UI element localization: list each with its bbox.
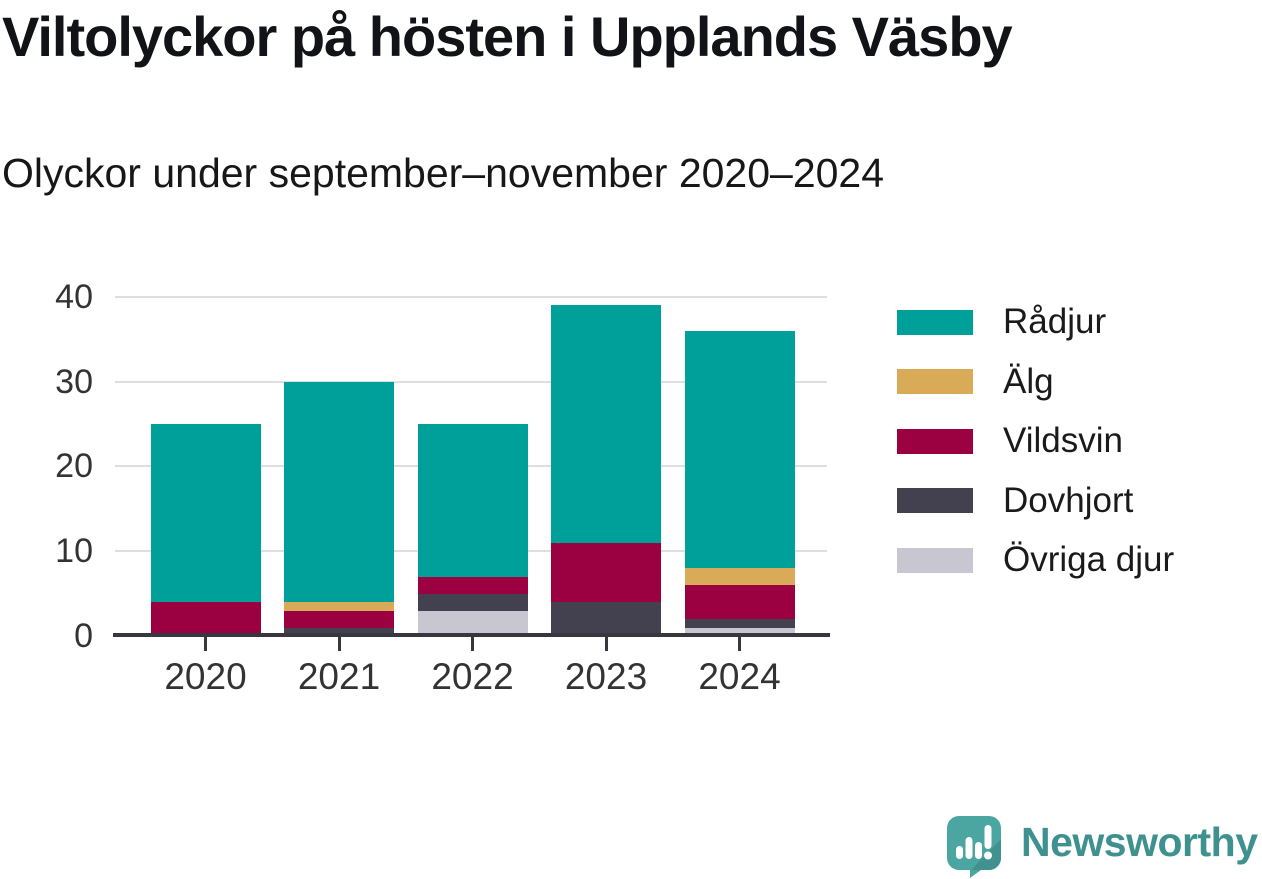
legend-label-ovriga-djur: Övriga djur (1003, 540, 1175, 579)
y-tick-label-0: 0 (74, 617, 93, 655)
legend-label-vildsvin: Vildsvin (1003, 421, 1123, 460)
gridline-30 (115, 380, 827, 383)
y-tick-label-10: 10 (55, 532, 93, 571)
legend-swatch-vildsvin (897, 428, 973, 454)
x-tick-label-2022: 2022 (431, 656, 514, 697)
bar-segment-2022-radjur (417, 423, 528, 577)
bar-segment-2020-vildsvin (150, 602, 261, 636)
legend-label-radjur: Rådjur (1003, 302, 1107, 341)
y-tick-label-40: 40 (55, 277, 93, 316)
x-tick-2023 (604, 637, 608, 651)
bar-segment-2020-radjur (150, 423, 261, 603)
bar-segment-2021-alg (284, 602, 394, 611)
newsworthy-wordmark: Newsworthy (1021, 819, 1258, 865)
bar-segment-2022-vildsvin (417, 576, 528, 594)
bar-segment-2022-ovriga-djur (417, 610, 528, 636)
bar-segment-2023-vildsvin (551, 542, 661, 603)
legend-item-ovriga-djur: Övriga djur (897, 540, 1174, 580)
bar-segment-2021-vildsvin (284, 610, 394, 628)
bar-segment-2021-radjur (284, 381, 394, 603)
legend-item-vildsvin: Vildsvin (897, 421, 1123, 461)
legend-swatch-ovriga-djur (897, 547, 973, 573)
bar-segment-2023-dovhjort (551, 602, 661, 636)
legend-item-dovhjort: Dovhjort (897, 481, 1133, 521)
newsworthy-speech-bubble-chart-icon (947, 816, 1001, 878)
chart-subtitle: Olyckor under september–november 2020–20… (2, 150, 885, 196)
x-tick-label-2024: 2024 (698, 656, 781, 697)
bar-segment-2024-alg (684, 568, 795, 586)
legend-item-radjur: Rådjur (897, 302, 1106, 342)
bar-segment-2024-dovhjort (684, 619, 795, 628)
bar-segment-2021-dovhjort (284, 627, 394, 636)
x-tick-2021 (337, 637, 341, 651)
bar-segment-2024-radjur (684, 330, 795, 569)
bar-segment-2024-ovriga-djur (684, 627, 795, 636)
x-tick-label-2023: 2023 (564, 656, 648, 697)
legend-swatch-alg (897, 369, 973, 394)
x-tick-2022 (471, 637, 474, 651)
legend-label-alg: Älg (1003, 361, 1054, 401)
x-tick-label-2020: 2020 (164, 656, 247, 697)
x-tick-2020 (204, 637, 207, 651)
y-tick-label-30: 30 (55, 362, 93, 401)
chart-title: Viltolyckor på hösten i Upplands Väsby (2, 5, 1013, 68)
bar-segment-2022-dovhjort (417, 593, 528, 611)
x-tick-label-2021: 2021 (297, 656, 381, 697)
y-tick-label-20: 20 (55, 447, 93, 486)
legend-swatch-dovhjort (897, 488, 973, 513)
gridline-40 (115, 295, 827, 298)
x-axis-line (113, 633, 830, 637)
legend-label-dovhjort: Dovhjort (1003, 480, 1134, 520)
bar-segment-2024-vildsvin (684, 585, 795, 620)
bar-segment-2023-radjur (551, 305, 661, 543)
newsworthy-logo: Newsworthy (946, 815, 1258, 878)
legend-item-alg: Älg (897, 362, 1054, 402)
legend-swatch-radjur (897, 309, 973, 335)
x-tick-2024 (738, 637, 741, 651)
